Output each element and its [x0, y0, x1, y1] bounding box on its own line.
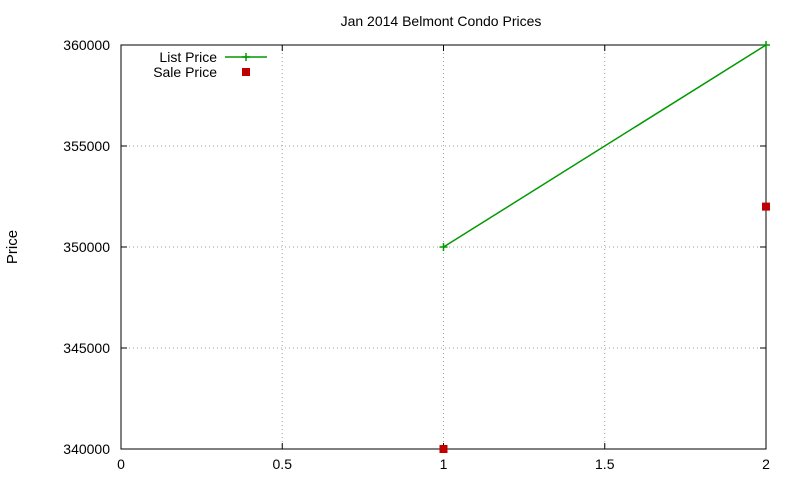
- axes: 0 0.5 1 1.5 2 340000 345000 350000 355000 360000: [63, 37, 770, 472]
- data-point: [439, 445, 448, 453]
- y-tick-label: 350000: [63, 239, 110, 255]
- series-layer: [439, 41, 770, 453]
- y-tick-label: 345000: [63, 340, 110, 356]
- legend-label: Sale Price: [153, 64, 217, 80]
- x-tick-label: 1: [440, 456, 448, 472]
- data-point: [762, 41, 770, 49]
- x-tick-label: 1.5: [595, 456, 615, 472]
- chart-title: Jan 2014 Belmont Condo Prices: [341, 13, 542, 29]
- legend-marker: [242, 53, 250, 61]
- series-line: [443, 44, 767, 248]
- series-sale-price: [439, 202, 770, 453]
- y-tick-label: 360000: [63, 37, 110, 53]
- legend-item: Sale Price: [153, 64, 250, 80]
- y-axis-label: Price: [4, 230, 21, 264]
- y-tick-label: 355000: [63, 138, 110, 154]
- legend-label: List Price: [159, 49, 217, 65]
- y-tick-label: 340000: [63, 441, 110, 457]
- x-tick-label: 2: [762, 456, 770, 472]
- x-tick-label: 0.5: [273, 456, 293, 472]
- legend-item: List Price: [159, 49, 267, 65]
- data-point: [762, 202, 770, 211]
- legend-marker: [242, 68, 250, 76]
- series-list-price: [439, 41, 770, 251]
- data-point: [439, 243, 448, 251]
- grid-lines: [121, 45, 766, 449]
- x-tick-label: 0: [117, 456, 125, 472]
